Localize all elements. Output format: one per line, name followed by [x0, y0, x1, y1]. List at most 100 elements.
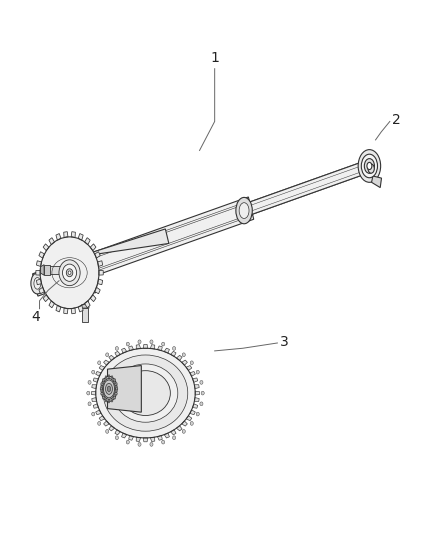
Polygon shape [56, 305, 61, 312]
Polygon shape [177, 356, 182, 360]
Polygon shape [95, 372, 101, 376]
Circle shape [115, 436, 118, 440]
Polygon shape [157, 346, 162, 351]
Ellipse shape [361, 154, 378, 177]
Circle shape [106, 430, 109, 433]
Polygon shape [113, 395, 116, 399]
Ellipse shape [65, 266, 71, 274]
Circle shape [138, 442, 141, 446]
Text: 1: 1 [210, 51, 219, 65]
Polygon shape [109, 375, 110, 378]
Polygon shape [182, 421, 187, 426]
Polygon shape [194, 385, 199, 389]
Polygon shape [104, 360, 110, 365]
Ellipse shape [92, 282, 95, 286]
Polygon shape [95, 410, 101, 415]
Polygon shape [190, 372, 195, 376]
Ellipse shape [96, 348, 195, 438]
Ellipse shape [103, 355, 188, 431]
Text: 4: 4 [31, 310, 39, 324]
Circle shape [196, 370, 199, 374]
Circle shape [173, 436, 176, 440]
Polygon shape [136, 437, 141, 441]
Polygon shape [92, 398, 97, 401]
Polygon shape [78, 305, 83, 312]
Polygon shape [43, 244, 49, 251]
Polygon shape [36, 279, 42, 285]
Circle shape [87, 391, 90, 395]
Ellipse shape [367, 163, 372, 169]
Polygon shape [99, 366, 105, 370]
Polygon shape [92, 391, 96, 395]
Polygon shape [93, 404, 99, 408]
Circle shape [92, 412, 95, 416]
Ellipse shape [368, 164, 374, 173]
Polygon shape [100, 388, 102, 390]
Polygon shape [243, 160, 371, 217]
Polygon shape [105, 398, 107, 402]
Ellipse shape [358, 150, 381, 182]
Polygon shape [90, 295, 96, 302]
Polygon shape [43, 295, 49, 302]
Polygon shape [111, 376, 113, 379]
Polygon shape [122, 348, 127, 353]
Polygon shape [49, 266, 64, 273]
Circle shape [182, 353, 185, 357]
Ellipse shape [34, 278, 41, 289]
Polygon shape [95, 287, 100, 294]
Ellipse shape [113, 364, 178, 422]
Polygon shape [143, 344, 148, 348]
Polygon shape [170, 430, 176, 435]
Polygon shape [115, 430, 120, 435]
Polygon shape [186, 416, 192, 421]
Circle shape [162, 342, 165, 346]
Ellipse shape [364, 159, 374, 173]
Polygon shape [129, 346, 134, 351]
Circle shape [40, 237, 99, 309]
Polygon shape [109, 399, 110, 403]
Polygon shape [186, 366, 192, 370]
Polygon shape [170, 351, 176, 357]
Polygon shape [101, 392, 103, 395]
Circle shape [182, 430, 185, 433]
Circle shape [150, 442, 153, 446]
Ellipse shape [68, 271, 71, 274]
Polygon shape [98, 279, 102, 285]
Polygon shape [98, 261, 102, 266]
Polygon shape [78, 233, 83, 240]
Polygon shape [39, 287, 45, 294]
Circle shape [115, 346, 118, 350]
Polygon shape [85, 238, 90, 245]
Polygon shape [44, 265, 49, 275]
Polygon shape [177, 426, 182, 431]
Polygon shape [143, 438, 148, 442]
Circle shape [138, 340, 141, 344]
Circle shape [190, 422, 193, 425]
Polygon shape [157, 435, 162, 440]
Polygon shape [102, 395, 105, 399]
Polygon shape [136, 345, 141, 349]
Polygon shape [41, 265, 44, 275]
Ellipse shape [89, 280, 97, 289]
Polygon shape [182, 360, 187, 365]
Polygon shape [190, 410, 195, 415]
Polygon shape [129, 435, 134, 440]
Ellipse shape [120, 370, 170, 416]
Polygon shape [164, 433, 170, 438]
Polygon shape [64, 232, 68, 238]
Polygon shape [115, 351, 120, 357]
Circle shape [126, 342, 129, 346]
Circle shape [126, 440, 129, 444]
Circle shape [173, 346, 176, 350]
Polygon shape [99, 270, 103, 275]
Polygon shape [49, 301, 54, 308]
Polygon shape [195, 391, 200, 395]
Polygon shape [93, 378, 99, 382]
Circle shape [98, 422, 101, 425]
Polygon shape [90, 244, 96, 251]
Ellipse shape [107, 386, 111, 392]
Polygon shape [115, 392, 117, 395]
Ellipse shape [63, 262, 73, 278]
Circle shape [106, 353, 109, 357]
Polygon shape [32, 197, 254, 296]
